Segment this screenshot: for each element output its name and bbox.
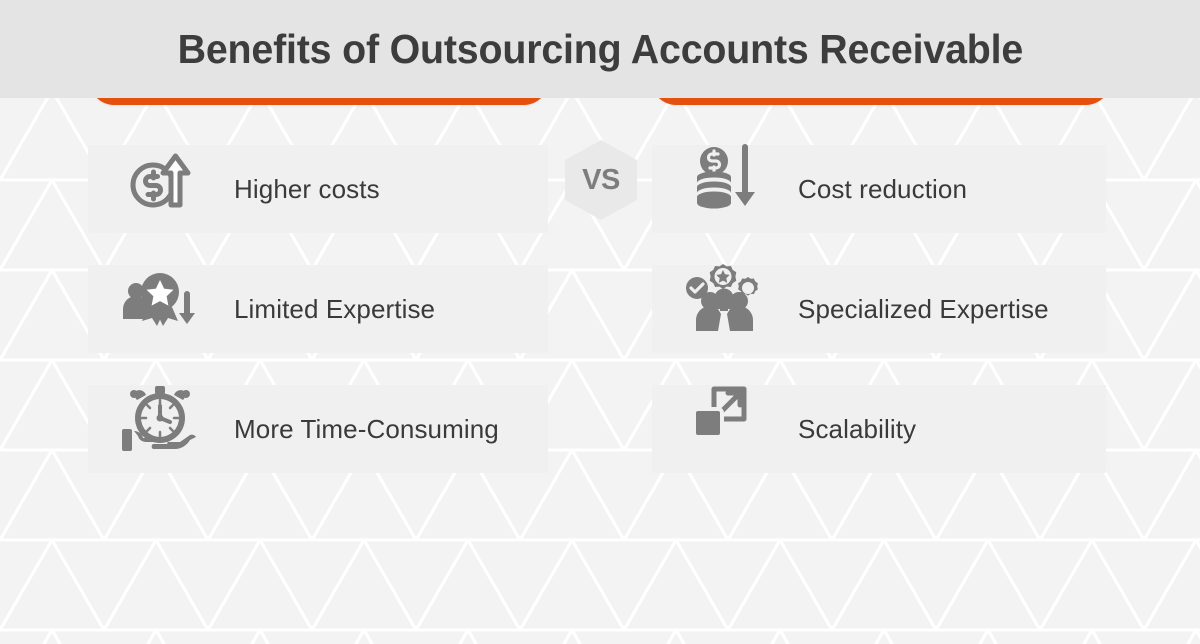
table-row[interactable]: Limited Expertise: [88, 265, 548, 353]
table-row-label: Higher costs: [234, 173, 380, 204]
page-title: Benefits of Outsourcing Accounts Receiva…: [177, 25, 1023, 72]
table-row[interactable]: Scalability: [652, 385, 1106, 473]
header-band: Benefits of Outsourcing Accounts Receiva…: [0, 0, 1200, 98]
vs-badge: VS: [565, 140, 637, 220]
expand-squares-arrow-icon: [682, 377, 766, 461]
table-row[interactable]: Cost reduction: [652, 144, 1106, 233]
table-row-label: Limited Expertise: [234, 293, 436, 324]
table-row-label: Scalability: [798, 413, 917, 444]
team-gears-badge-icon: [682, 257, 766, 341]
table-row-label: Cost reduction: [798, 173, 968, 204]
table-row-label: More Time-Consuming: [234, 413, 499, 444]
table-row[interactable]: More Time-Consuming: [88, 385, 548, 473]
person-star-badge-down-arrow-icon: [118, 257, 202, 341]
coin-stack-down-arrow-icon: [682, 137, 766, 221]
hand-holding-clock-icon: [118, 377, 202, 461]
table-row[interactable]: Specialized Expertise: [652, 264, 1106, 353]
table-row-label: Specialized Expertise: [798, 293, 1049, 324]
vs-label: VS: [582, 163, 620, 196]
dollar-coin-up-arrow-icon: [118, 137, 202, 221]
table-row[interactable]: Higher costs: [88, 145, 548, 233]
